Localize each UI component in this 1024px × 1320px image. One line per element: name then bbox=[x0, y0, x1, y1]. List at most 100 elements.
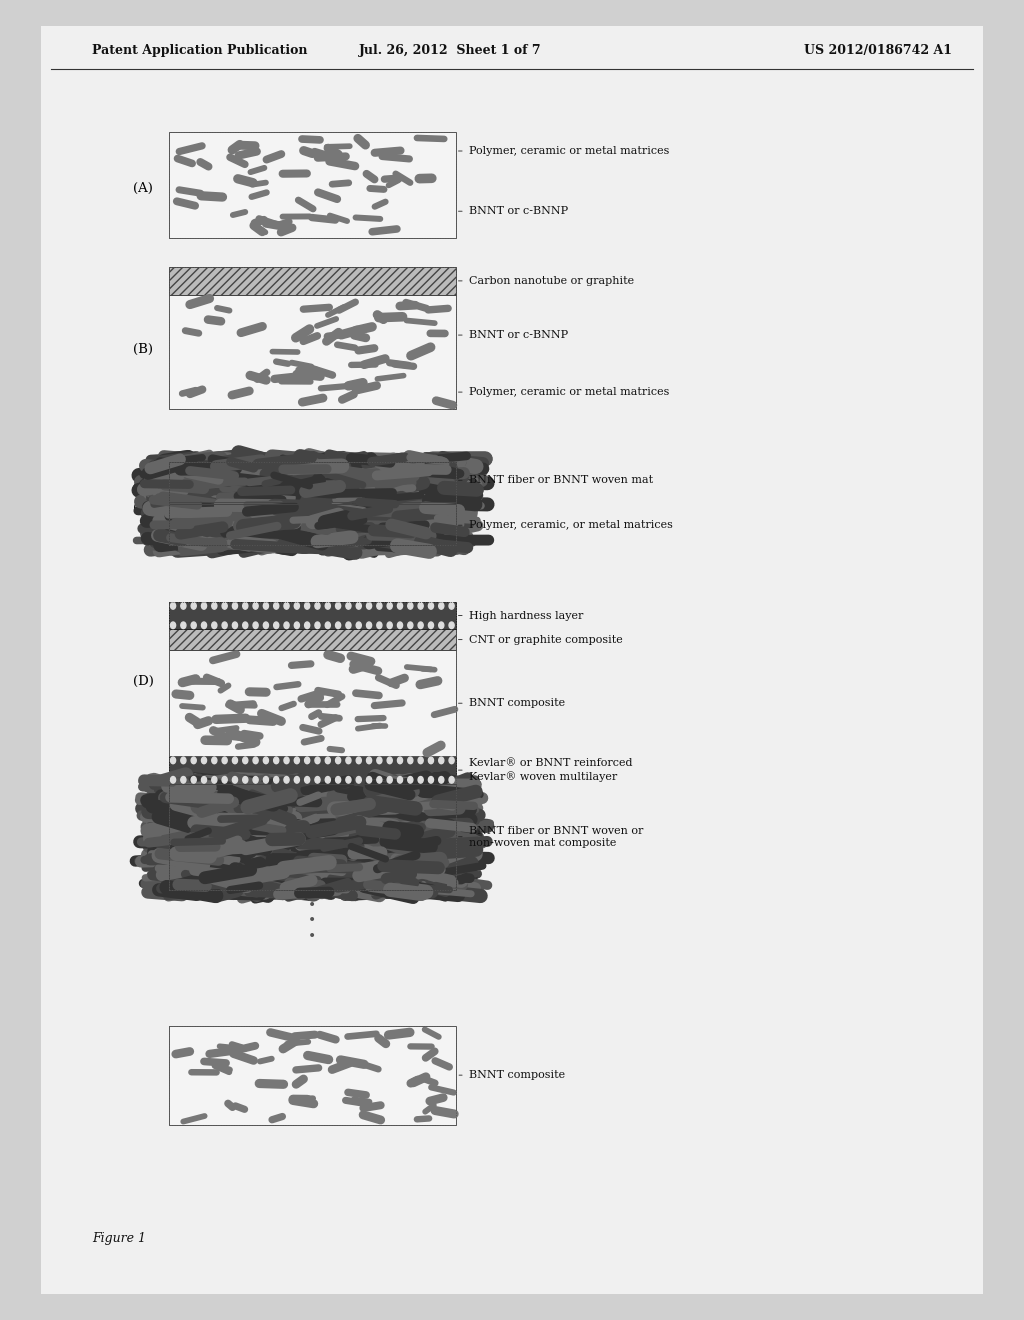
Circle shape bbox=[212, 622, 217, 628]
Text: High hardness layer: High hardness layer bbox=[469, 611, 584, 620]
Circle shape bbox=[336, 776, 341, 783]
Circle shape bbox=[253, 602, 258, 609]
Bar bbox=[169, 784, 456, 890]
Text: Polymer, ceramic, or metal matrices: Polymer, ceramic, or metal matrices bbox=[469, 520, 673, 531]
Circle shape bbox=[346, 602, 351, 609]
Circle shape bbox=[326, 602, 331, 609]
Circle shape bbox=[284, 776, 289, 783]
Circle shape bbox=[191, 776, 197, 783]
Circle shape bbox=[181, 776, 186, 783]
Text: Carbon nanotube or graphite: Carbon nanotube or graphite bbox=[469, 276, 634, 286]
Circle shape bbox=[232, 622, 238, 628]
Text: Polymer, ceramic or metal matrices: Polymer, ceramic or metal matrices bbox=[469, 147, 670, 156]
Circle shape bbox=[294, 622, 299, 628]
Bar bbox=[169, 756, 456, 784]
Text: BNNT fiber or BNNT woven or
non-woven mat composite: BNNT fiber or BNNT woven or non-woven ma… bbox=[469, 825, 643, 847]
Text: US 2012/0186742 A1: US 2012/0186742 A1 bbox=[804, 44, 952, 57]
Circle shape bbox=[377, 776, 382, 783]
Circle shape bbox=[202, 622, 207, 628]
Text: •: • bbox=[308, 899, 316, 912]
Text: Jul. 26, 2012  Sheet 1 of 7: Jul. 26, 2012 Sheet 1 of 7 bbox=[359, 44, 542, 57]
Text: (B): (B) bbox=[133, 343, 154, 356]
Bar bbox=[169, 462, 456, 545]
Text: CNT or graphite composite: CNT or graphite composite bbox=[469, 635, 623, 644]
Bar bbox=[169, 132, 456, 238]
Circle shape bbox=[232, 758, 238, 764]
Circle shape bbox=[326, 758, 331, 764]
Circle shape bbox=[408, 602, 413, 609]
Circle shape bbox=[408, 622, 413, 628]
Text: (C): (C) bbox=[133, 502, 154, 515]
Circle shape bbox=[294, 758, 299, 764]
Circle shape bbox=[397, 602, 402, 609]
Circle shape bbox=[253, 776, 258, 783]
Circle shape bbox=[212, 602, 217, 609]
Text: BNNT fiber or BNNT woven mat: BNNT fiber or BNNT woven mat bbox=[469, 475, 653, 486]
Circle shape bbox=[232, 776, 238, 783]
Circle shape bbox=[263, 776, 268, 783]
Circle shape bbox=[170, 622, 176, 628]
Circle shape bbox=[346, 758, 351, 764]
Text: •: • bbox=[308, 915, 316, 928]
Circle shape bbox=[326, 776, 331, 783]
Circle shape bbox=[346, 622, 351, 628]
Circle shape bbox=[438, 602, 443, 609]
Circle shape bbox=[243, 602, 248, 609]
Text: (D): (D) bbox=[133, 675, 154, 688]
Circle shape bbox=[263, 622, 268, 628]
Circle shape bbox=[336, 602, 341, 609]
Circle shape bbox=[387, 776, 392, 783]
Circle shape bbox=[356, 622, 361, 628]
Circle shape bbox=[191, 758, 197, 764]
Circle shape bbox=[253, 622, 258, 628]
Circle shape bbox=[304, 758, 309, 764]
Circle shape bbox=[212, 758, 217, 764]
Circle shape bbox=[397, 622, 402, 628]
Circle shape bbox=[304, 602, 309, 609]
Text: Polymer, ceramic or metal matrices: Polymer, ceramic or metal matrices bbox=[469, 387, 670, 397]
Circle shape bbox=[356, 602, 361, 609]
Circle shape bbox=[418, 758, 423, 764]
Circle shape bbox=[428, 776, 433, 783]
Bar bbox=[169, 462, 456, 504]
Circle shape bbox=[387, 758, 392, 764]
Circle shape bbox=[438, 758, 443, 764]
Circle shape bbox=[315, 622, 321, 628]
Circle shape bbox=[336, 622, 341, 628]
Circle shape bbox=[294, 776, 299, 783]
Bar bbox=[169, 462, 456, 545]
Bar bbox=[169, 649, 456, 756]
Circle shape bbox=[377, 602, 382, 609]
Text: Kevlar® or BNNT reinforced
Kevlar® woven multilayer: Kevlar® or BNNT reinforced Kevlar® woven… bbox=[469, 759, 633, 781]
Circle shape bbox=[387, 602, 392, 609]
Circle shape bbox=[356, 776, 361, 783]
Circle shape bbox=[315, 776, 321, 783]
Circle shape bbox=[232, 602, 238, 609]
Circle shape bbox=[428, 622, 433, 628]
Circle shape bbox=[294, 602, 299, 609]
Circle shape bbox=[367, 602, 372, 609]
Bar bbox=[169, 267, 456, 409]
Circle shape bbox=[263, 758, 268, 764]
Circle shape bbox=[202, 602, 207, 609]
Circle shape bbox=[284, 622, 289, 628]
Circle shape bbox=[191, 622, 197, 628]
Circle shape bbox=[170, 602, 176, 609]
Circle shape bbox=[326, 622, 331, 628]
Circle shape bbox=[191, 602, 197, 609]
Circle shape bbox=[336, 758, 341, 764]
Circle shape bbox=[170, 776, 176, 783]
Text: BNNT or c-BNNP: BNNT or c-BNNP bbox=[469, 330, 568, 341]
Circle shape bbox=[450, 776, 455, 783]
Bar bbox=[169, 132, 456, 238]
Circle shape bbox=[304, 776, 309, 783]
Circle shape bbox=[284, 602, 289, 609]
Circle shape bbox=[418, 602, 423, 609]
Circle shape bbox=[273, 622, 279, 628]
Bar bbox=[169, 462, 456, 504]
Circle shape bbox=[418, 622, 423, 628]
Circle shape bbox=[438, 622, 443, 628]
Circle shape bbox=[346, 776, 351, 783]
Circle shape bbox=[450, 622, 455, 628]
Text: Patent Application Publication: Patent Application Publication bbox=[92, 44, 307, 57]
